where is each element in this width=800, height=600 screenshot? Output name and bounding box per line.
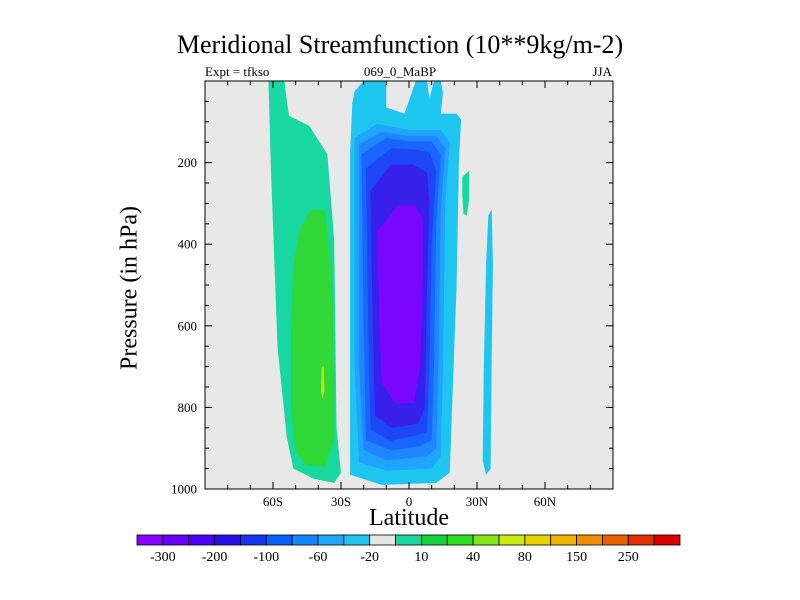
y-tick-label: 600	[178, 318, 198, 333]
colorbar-swatch	[550, 534, 577, 546]
colorbar-swatch	[524, 534, 552, 546]
contour-nh-positive-band	[462, 170, 470, 216]
colorbar-label: -20	[360, 550, 379, 565]
contour-southern-cell-core	[321, 366, 325, 400]
axis-ticks	[204, 81, 614, 490]
contour-southern-cell-inner	[291, 209, 335, 467]
colorbar-swatch	[369, 534, 396, 546]
colorbar-swatch	[576, 534, 603, 546]
colorbar-swatch	[240, 534, 267, 546]
colorbar-swatch	[265, 534, 293, 546]
colorbar-swatch	[317, 534, 345, 546]
colorbar-swatch	[602, 534, 629, 546]
colorbar-label: -200	[202, 550, 228, 565]
run-label: 069_0_MaBP	[363, 64, 437, 79]
season-label: JJA	[592, 64, 612, 79]
colorbar-swatch	[291, 534, 319, 546]
colorbar-label: -60	[309, 550, 328, 565]
y-tick-label: 200	[178, 155, 198, 170]
y-tick-label: 800	[178, 400, 198, 415]
colorbar-swatch	[162, 534, 190, 546]
colorbar-swatch	[188, 534, 215, 546]
experiment-label: Expt = tfkso	[205, 64, 270, 79]
colorbar-label: 250	[618, 550, 639, 565]
colorbar-swatch	[421, 534, 448, 546]
colorbar-swatch	[214, 534, 241, 546]
colorbar: -300 -200 -100 -60 -20 10 40 80 150 250	[136, 534, 681, 565]
colorbar-label: -300	[150, 550, 176, 565]
colorbar-swatch	[446, 534, 474, 546]
x-tick-label: 30S	[331, 494, 351, 509]
colorbar-label: 80	[518, 550, 532, 565]
colorbar-swatch	[498, 534, 526, 546]
colorbar-swatch	[136, 534, 164, 546]
contour-regions	[268, 81, 493, 485]
axis-tick-labels: 60S 30S 0 30N 60N 200 400 600 800 1000	[171, 155, 557, 509]
colorbar-label: 150	[566, 550, 587, 565]
contour-nh-negative-band	[482, 209, 493, 475]
y-tick-label: 400	[178, 237, 198, 252]
y-axis-label-text: Pressure (in hPa)	[116, 206, 143, 370]
y-tick-label: 1000	[171, 482, 197, 497]
chart-title: Meridional Streamfunction (10**9kg/m-2)	[176, 30, 624, 59]
colorbar-swatch	[627, 534, 655, 546]
x-tick-label: 0	[406, 494, 413, 509]
colorbar-label: 40	[466, 550, 480, 565]
colorbar-label: 10	[414, 550, 428, 565]
x-tick-label: 30N	[466, 494, 489, 509]
colorbar-swatch	[343, 534, 371, 546]
colorbar-swatch	[653, 534, 681, 546]
x-axis-label: Latitude	[369, 505, 449, 531]
x-tick-label: 60N	[534, 494, 557, 509]
colorbar-swatch	[472, 534, 500, 546]
x-tick-label: 60S	[263, 494, 283, 509]
colorbar-swatch	[395, 534, 422, 546]
colorbar-label: -100	[253, 550, 279, 565]
contour-hadley-cell-core	[377, 205, 423, 404]
